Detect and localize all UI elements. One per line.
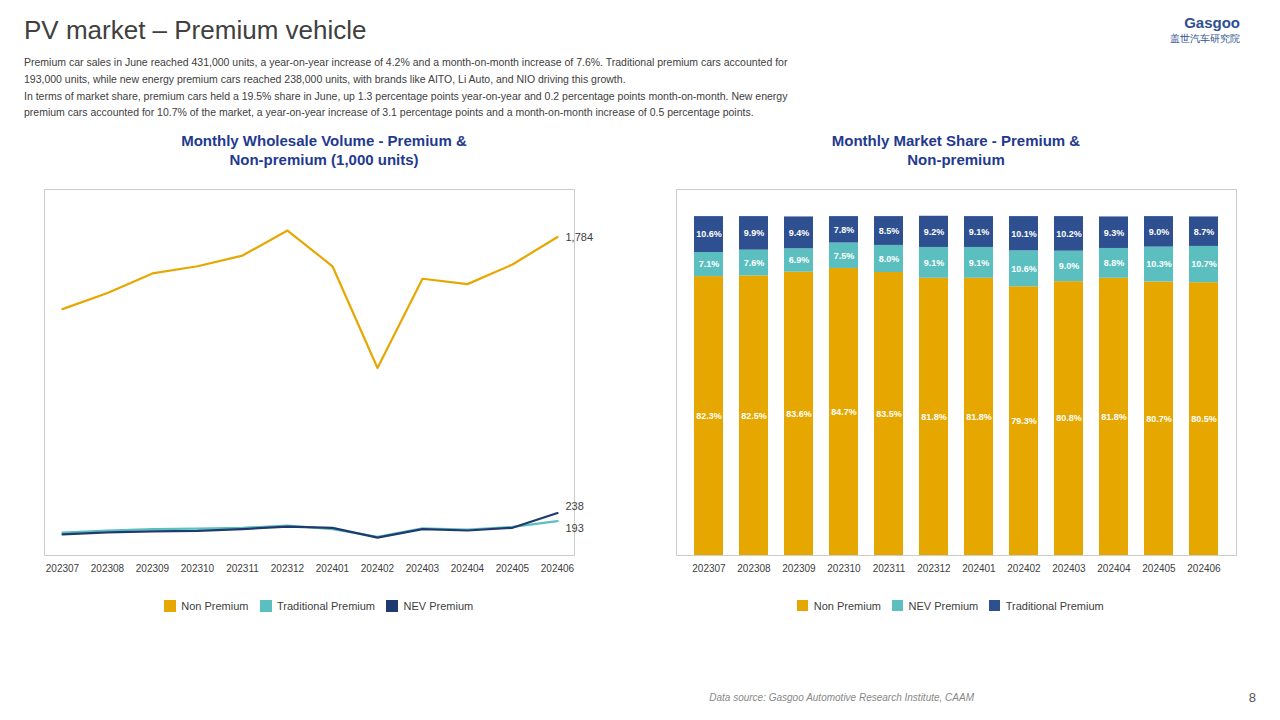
svg-text:202309: 202309 — [782, 563, 816, 574]
svg-text:202402: 202402 — [361, 563, 395, 574]
svg-text:9.1%: 9.1% — [969, 258, 990, 268]
html-text:盖世汽车研究院: 盖世汽车研究院 — [1170, 33, 1240, 44]
svg-text:82.5%: 82.5% — [741, 411, 767, 421]
html-text:Traditional Premium: Traditional Premium — [1005, 599, 1104, 612]
svg-text:202311: 202311 — [873, 563, 906, 574]
svg-text:202309: 202309 — [136, 563, 170, 574]
svg-text:81.8%: 81.8% — [1101, 412, 1127, 422]
svg-text:202402: 202402 — [1007, 563, 1041, 574]
html-text:Gasgoo: Gasgoo — [1184, 14, 1240, 31]
html-text:8: 8 — [1248, 690, 1256, 705]
svg-text:6.9%: 6.9% — [789, 256, 810, 266]
svg-text:202308: 202308 — [91, 563, 125, 574]
svg-text:202308: 202308 — [737, 563, 771, 574]
html-text:PV market – Premium vehicle: PV market – Premium vehicle — [24, 15, 367, 45]
svg-text:202405: 202405 — [496, 563, 530, 574]
svg-text:10.1%: 10.1% — [1011, 229, 1037, 239]
html-text:Premium car sales in June reac: Premium car sales in June reached 431,00… — [24, 56, 788, 68]
svg-text:202310: 202310 — [181, 563, 215, 574]
svg-text:8.8%: 8.8% — [1104, 258, 1125, 268]
html-text:Data source: Gasgoo Automotive: Data source: Gasgoo Automotive Research … — [709, 692, 974, 703]
svg-text:202312: 202312 — [917, 563, 951, 574]
svg-text:202401: 202401 — [962, 563, 996, 574]
svg-text:10.7%: 10.7% — [1191, 260, 1217, 270]
html-text:NEV Premium: NEV Premium — [908, 599, 979, 612]
svg-text:7.6%: 7.6% — [744, 258, 765, 268]
svg-text:80.7%: 80.7% — [1146, 414, 1172, 424]
svg-text:202406: 202406 — [541, 563, 575, 574]
html-text:NEV Premium: NEV Premium — [403, 599, 474, 612]
svg-text:9.4%: 9.4% — [789, 228, 810, 238]
svg-text:238: 238 — [566, 500, 584, 512]
svg-text:202310: 202310 — [827, 563, 861, 574]
html-text:In terms of market share, prem: In terms of market share, premium cars h… — [24, 89, 788, 102]
html-text:premium cars accounted for 10.: premium cars accounted for 10.7% of the … — [24, 106, 754, 119]
svg-text:9.3%: 9.3% — [1104, 228, 1125, 238]
svg-text:202403: 202403 — [1052, 563, 1086, 574]
html-text:193,000 units, while new energ: 193,000 units, while new energy premium … — [24, 72, 626, 85]
svg-text:9.9%: 9.9% — [744, 228, 765, 238]
svg-text:83.5%: 83.5% — [876, 409, 902, 419]
html-text:Monthly Wholesale Volume - Pre: Monthly Wholesale Volume - Premium & Non… — [181, 132, 467, 169]
svg-text:202307: 202307 — [46, 563, 80, 574]
svg-text:202406: 202406 — [1187, 563, 1221, 574]
svg-text:80.8%: 80.8% — [1056, 414, 1082, 424]
svg-text:10.2%: 10.2% — [1056, 229, 1082, 239]
svg-text:9.0%: 9.0% — [1059, 261, 1080, 271]
svg-text:202307: 202307 — [692, 563, 726, 574]
svg-text:79.3%: 79.3% — [1011, 416, 1037, 426]
svg-text:83.6%: 83.6% — [786, 409, 812, 419]
svg-text:202401: 202401 — [316, 563, 350, 574]
svg-text:202404: 202404 — [451, 563, 485, 574]
svg-text:9.1%: 9.1% — [969, 227, 990, 237]
svg-text:10.3%: 10.3% — [1146, 260, 1172, 270]
svg-text:81.8%: 81.8% — [921, 412, 947, 422]
svg-text:84.7%: 84.7% — [831, 407, 857, 417]
svg-text:202403: 202403 — [406, 563, 440, 574]
svg-text:7.8%: 7.8% — [834, 225, 855, 235]
svg-text:82.3%: 82.3% — [696, 411, 722, 421]
svg-text:10.6%: 10.6% — [696, 230, 722, 240]
svg-text:8.7%: 8.7% — [1194, 227, 1215, 237]
svg-text:81.8%: 81.8% — [966, 412, 992, 422]
html-text:Traditional Premium: Traditional Premium — [277, 599, 375, 612]
html-text:Non Premium: Non Premium — [813, 599, 881, 612]
svg-text:1,784: 1,784 — [566, 231, 594, 243]
svg-text:202405: 202405 — [1142, 563, 1176, 574]
svg-text:9.1%: 9.1% — [924, 258, 945, 268]
svg-text:202312: 202312 — [271, 563, 305, 574]
svg-text:9.2%: 9.2% — [924, 227, 945, 237]
svg-text:7.1%: 7.1% — [699, 260, 720, 270]
svg-text:9.0%: 9.0% — [1149, 227, 1170, 237]
svg-text:7.5%: 7.5% — [834, 251, 855, 261]
svg-text:202404: 202404 — [1097, 563, 1131, 574]
svg-text:202311: 202311 — [226, 563, 259, 574]
html-text:Non Premium: Non Premium — [181, 599, 249, 612]
svg-text:80.5%: 80.5% — [1191, 414, 1217, 424]
svg-text:8.0%: 8.0% — [879, 254, 900, 264]
html-text:Monthly Market Share - Premium: Monthly Market Share - Premium & Non-pre… — [831, 132, 1081, 169]
svg-text:8.5%: 8.5% — [879, 226, 900, 236]
svg-text:10.6%: 10.6% — [1011, 264, 1037, 274]
svg-text:193: 193 — [566, 522, 584, 534]
